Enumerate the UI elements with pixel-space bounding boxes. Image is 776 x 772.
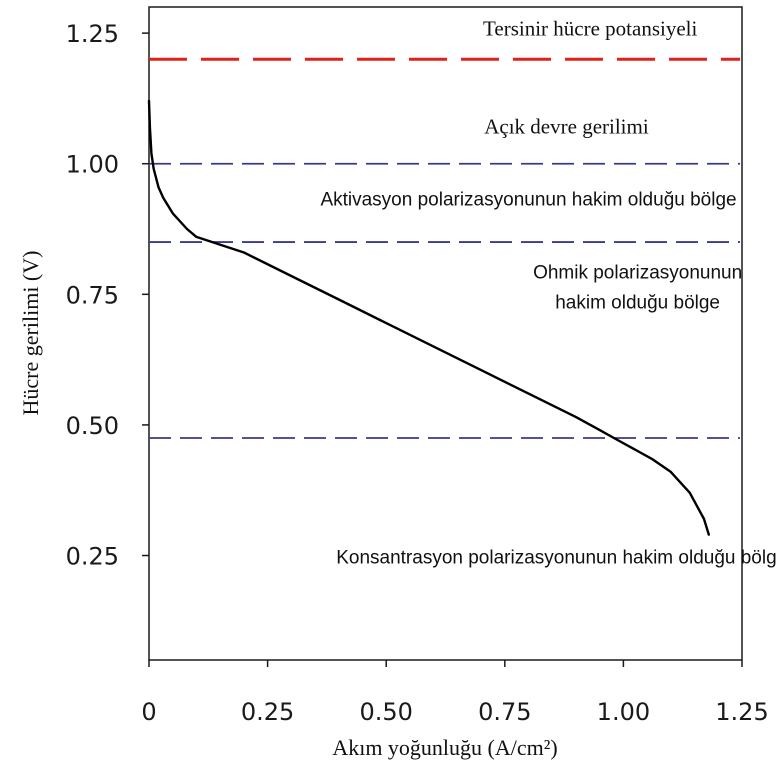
annotation-ohmic: hakim olduğu bölge: [555, 293, 720, 314]
x-tick-label: 0: [141, 698, 156, 726]
y-tick-label: 0.50: [66, 412, 119, 440]
polarization-curve: [147, 99, 710, 536]
x-axis-label: Akım yoğunluğu (A/cm²): [332, 735, 557, 760]
annotations: Tersinir hücre potansiyeli Açık devre ger…: [320, 17, 776, 569]
y-tick-label: 0.25: [66, 543, 119, 571]
x-axis-ticks: 0 0.25 0.50 0.75 1.00 1.25: [141, 660, 769, 726]
plot-frame: [148, 6, 743, 661]
y-tick-label: 1.00: [66, 151, 119, 179]
reference-lines: [149, 57, 740, 439]
y-axis-ticks: 0.25 0.50 0.75 1.00 1.25: [66, 20, 149, 571]
x-tick-label: 0.50: [359, 698, 412, 726]
y-tick-label: 0.75: [66, 281, 119, 309]
y-tick-label: 1.25: [66, 20, 119, 48]
annotation-concentration: Konsantrasyon polarizasyonunun hakim old…: [336, 547, 776, 568]
x-tick-label: 1.25: [715, 698, 768, 726]
annotation-ocv: Açık devre gerilimi: [484, 114, 649, 138]
x-tick-label: 0.75: [478, 698, 531, 726]
annotation-reversible: Tersinir hücre potansiyeli: [483, 17, 697, 41]
y-axis-label: Hücre gerilimi (V): [18, 251, 43, 416]
x-tick-label: 1.00: [597, 698, 650, 726]
annotation-ohmic: Ohmik polarizasyonunun: [533, 263, 742, 284]
x-tick-label: 0.25: [241, 698, 294, 726]
annotation-activation: Aktivasyon polarizasyonunun hakim olduğu…: [320, 190, 736, 211]
